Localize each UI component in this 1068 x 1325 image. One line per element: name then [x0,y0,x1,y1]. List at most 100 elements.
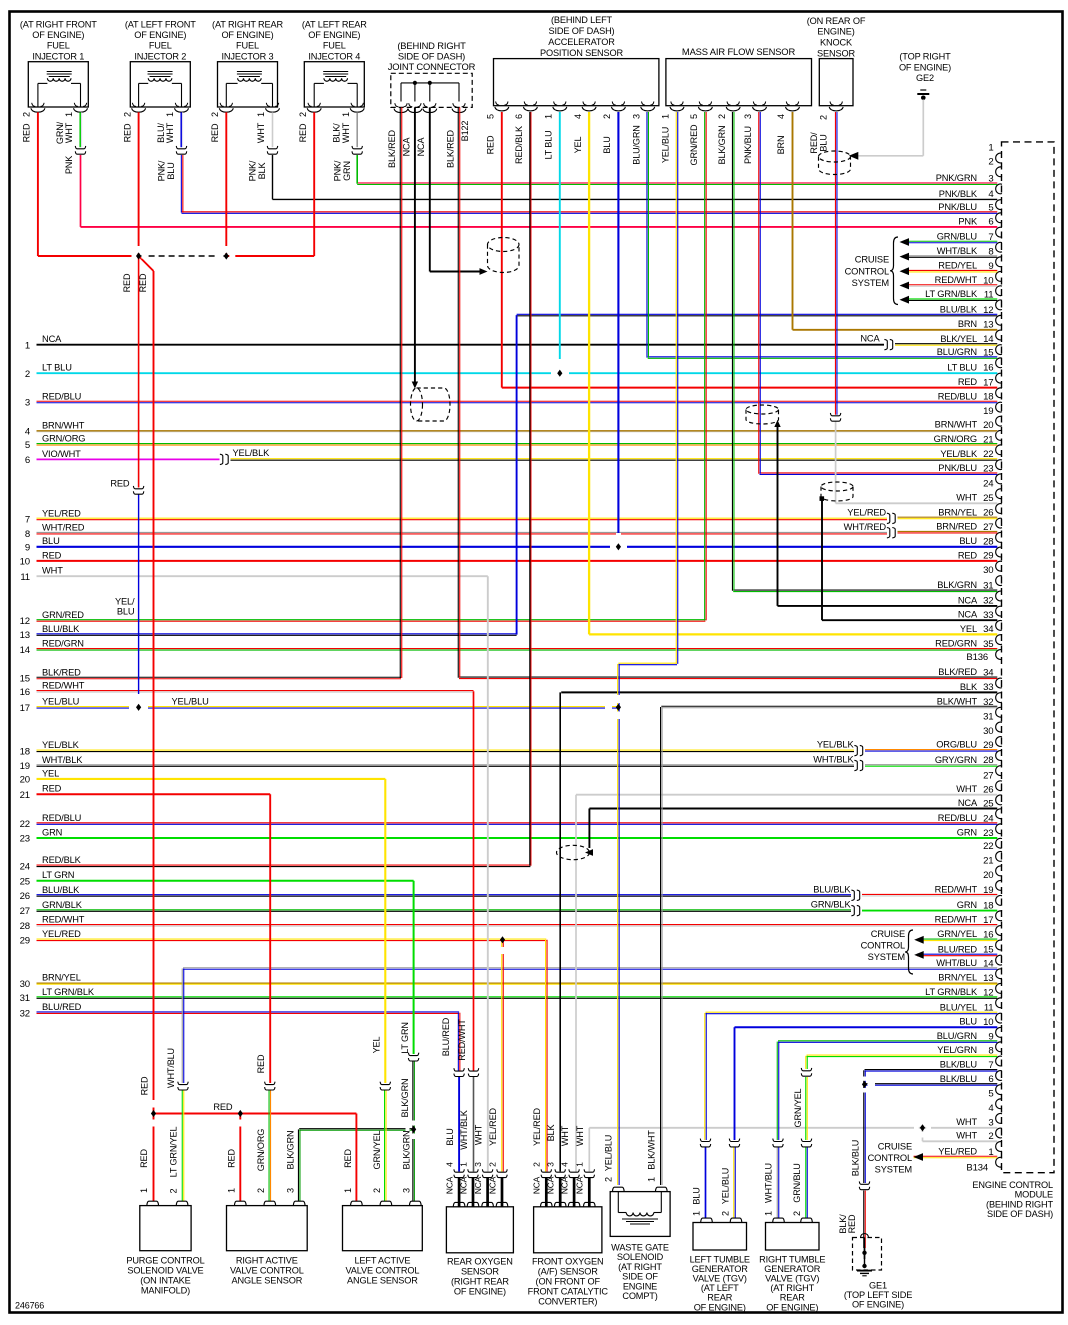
svg-text:GRN/BLU: GRN/BLU [792,1163,802,1202]
svg-text:SOLENOID VALVE: SOLENOID VALVE [127,1265,203,1275]
svg-text:23: 23 [983,828,993,839]
svg-text:4: 4 [444,1162,454,1167]
svg-text:31: 31 [20,993,30,1004]
svg-text:LT GRN: LT GRN [42,870,74,880]
svg-text:BLU: BLU [818,134,828,151]
svg-text:5: 5 [25,440,30,451]
svg-text:REAR OXYGEN: REAR OXYGEN [447,1256,513,1266]
svg-text:9: 9 [988,261,993,272]
svg-text:2: 2 [122,112,132,117]
svg-text:PURGE CONTROL: PURGE CONTROL [126,1255,204,1265]
svg-text:RED/WHT: RED/WHT [42,681,85,691]
svg-text:CRUISE: CRUISE [878,1142,912,1152]
svg-text:(TOP RIGHT: (TOP RIGHT [899,52,951,62]
svg-text:NCA: NCA [958,798,978,808]
svg-text:WHT: WHT [560,1125,570,1146]
svg-text:RED: RED [486,135,496,154]
svg-text:NCA: NCA [958,610,978,620]
svg-text:SENSOR: SENSOR [817,49,855,59]
svg-text:LT BLU: LT BLU [544,130,554,159]
svg-text:1: 1 [661,114,671,119]
svg-text:KNOCK: KNOCK [820,38,853,48]
svg-text:YEL/RED: YEL/RED [938,1146,977,1156]
svg-text:RED/YEL: RED/YEL [938,261,977,271]
svg-text:GRN/BLK: GRN/BLK [42,900,83,910]
svg-text:NCA: NCA [532,1176,542,1194]
svg-text:BLK: BLK [960,682,978,692]
svg-text:3: 3 [546,1162,556,1167]
svg-text:27: 27 [983,770,993,781]
svg-text:7: 7 [988,232,993,243]
svg-text:GRN: GRN [957,900,977,910]
svg-text:(AT LEFT: (AT LEFT [701,1283,739,1293]
svg-text:YEL/BLK: YEL/BLK [233,448,271,458]
svg-text:NCA: NCA [487,1176,497,1194]
svg-text:7: 7 [988,1060,993,1071]
svg-text:OF ENGINE): OF ENGINE) [899,62,951,72]
svg-text:3: 3 [743,114,753,119]
svg-text:18: 18 [20,746,30,757]
svg-text:13: 13 [20,630,30,641]
svg-text:PNK/: PNK/ [248,160,258,181]
svg-text:17: 17 [983,377,993,388]
svg-text:8: 8 [988,246,993,257]
svg-text:CONVERTER): CONVERTER) [538,1297,597,1307]
svg-text:BLK/RED: BLK/RED [387,129,397,167]
svg-text:(BEHIND RIGHT: (BEHIND RIGHT [986,1199,1053,1209]
svg-text:(AT RIGHT: (AT RIGHT [770,1283,814,1293]
svg-text:BRN: BRN [776,136,786,155]
svg-text:18: 18 [983,900,993,911]
svg-text:PNK/BLU: PNK/BLU [743,126,753,164]
svg-text:CONTROL: CONTROL [868,1153,912,1163]
svg-text:WHT/RED: WHT/RED [42,523,85,533]
svg-text:1: 1 [647,1177,657,1182]
svg-text:RED/BLU: RED/BLU [938,813,977,823]
svg-text:ENGINE): ENGINE) [817,27,854,37]
svg-text:31: 31 [983,581,993,592]
svg-text:6: 6 [25,455,30,466]
svg-text:29: 29 [983,740,993,751]
svg-text:GRN/BLK: GRN/BLK [811,900,852,910]
svg-text:POSITION SENSOR: POSITION SENSOR [540,48,624,58]
svg-text:RED/GRN: RED/GRN [42,639,84,649]
svg-text:WHT/BLK: WHT/BLK [813,755,854,765]
svg-text:CRUISE: CRUISE [855,255,889,265]
svg-text:2: 2 [604,1177,614,1182]
svg-text:1: 1 [764,1211,774,1216]
svg-text:OF ENGINE): OF ENGINE) [694,1302,746,1312]
svg-text:ANGLE SENSOR: ANGLE SENSOR [231,1276,302,1286]
svg-text:22: 22 [20,819,30,830]
svg-text:2: 2 [210,112,220,117]
svg-text:BLU/RED: BLU/RED [938,944,978,954]
svg-text:GRN/YEL: GRN/YEL [793,1088,803,1127]
svg-text:GE2: GE2 [916,73,934,83]
svg-text:BLU/YEL: BLU/YEL [940,1002,977,1012]
svg-text:1: 1 [227,1188,237,1193]
svg-text:15: 15 [983,347,993,358]
svg-text:RED: RED [213,1102,233,1112]
svg-text:YEL: YEL [573,137,583,154]
svg-text:RED/BLU: RED/BLU [42,391,81,401]
svg-text:1: 1 [139,1188,149,1193]
svg-text:12: 12 [20,616,30,627]
svg-text:19: 19 [983,406,993,417]
svg-text:VALVE (TGV): VALVE (TGV) [765,1274,819,1284]
svg-text:NCA: NCA [575,1176,585,1194]
svg-text:YEL/RED: YEL/RED [42,929,81,939]
svg-text:14: 14 [983,958,994,969]
svg-text:PNK/: PNK/ [333,160,343,181]
svg-text:BRN/YEL: BRN/YEL [938,973,977,983]
svg-text:RED: RED [958,377,978,387]
svg-text:RED: RED [139,1149,149,1168]
svg-text:WHT: WHT [956,493,977,503]
svg-text:INJECTOR 2: INJECTOR 2 [134,51,186,61]
svg-text:GRN/ORG: GRN/ORG [934,434,977,444]
svg-text:21: 21 [20,790,30,801]
svg-text:BRN/RED: BRN/RED [936,522,977,532]
svg-text:ENGINE: ENGINE [623,1281,657,1291]
svg-text:GRN: GRN [342,161,352,181]
svg-text:1: 1 [64,112,74,117]
svg-text:32: 32 [983,596,993,607]
svg-text:33: 33 [983,682,993,693]
svg-text:BLU/RED: BLU/RED [441,1017,451,1056]
